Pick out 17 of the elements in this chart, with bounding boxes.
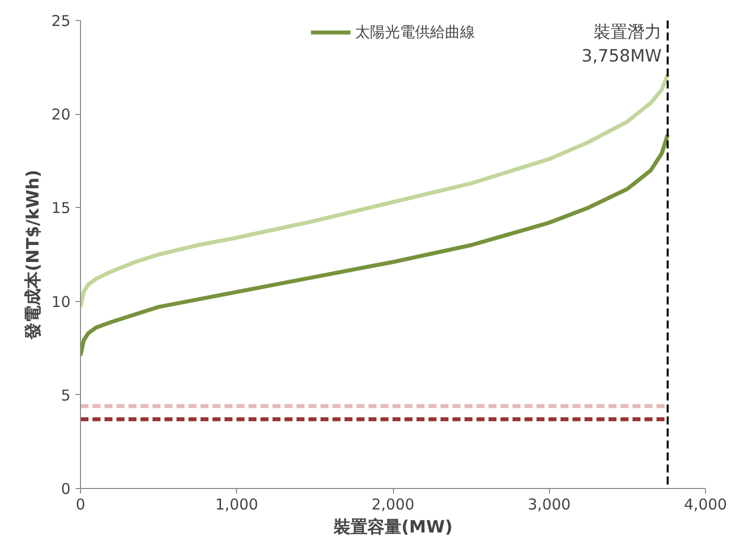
line-series	[80, 72, 670, 309]
y-tick-label: 10	[51, 292, 71, 311]
y-tick-label: 20	[51, 106, 71, 124]
x-tick-label: 2,000	[372, 496, 414, 514]
x-tick-label: 1,000	[215, 496, 258, 514]
line-series	[80, 132, 670, 358]
legend-label: 太陽光電供給曲線	[355, 22, 475, 42]
x-tick-label: 4,000	[684, 496, 727, 514]
x-tick-label: 0	[76, 496, 86, 514]
y-axis-title: 發電成本(NT$/kWh)	[23, 170, 44, 340]
y-tick-label: 25	[51, 12, 71, 30]
x-axis-title: 裝置容量(MW)	[332, 518, 453, 538]
ref-line-label: 裝置潛力 3,758MW	[582, 22, 662, 66]
x-tick-label: 3,000	[528, 496, 571, 514]
y-tick-label: 15	[51, 199, 71, 218]
y-tick-label: 5	[60, 386, 71, 404]
y-tick-label: 0	[60, 480, 71, 498]
